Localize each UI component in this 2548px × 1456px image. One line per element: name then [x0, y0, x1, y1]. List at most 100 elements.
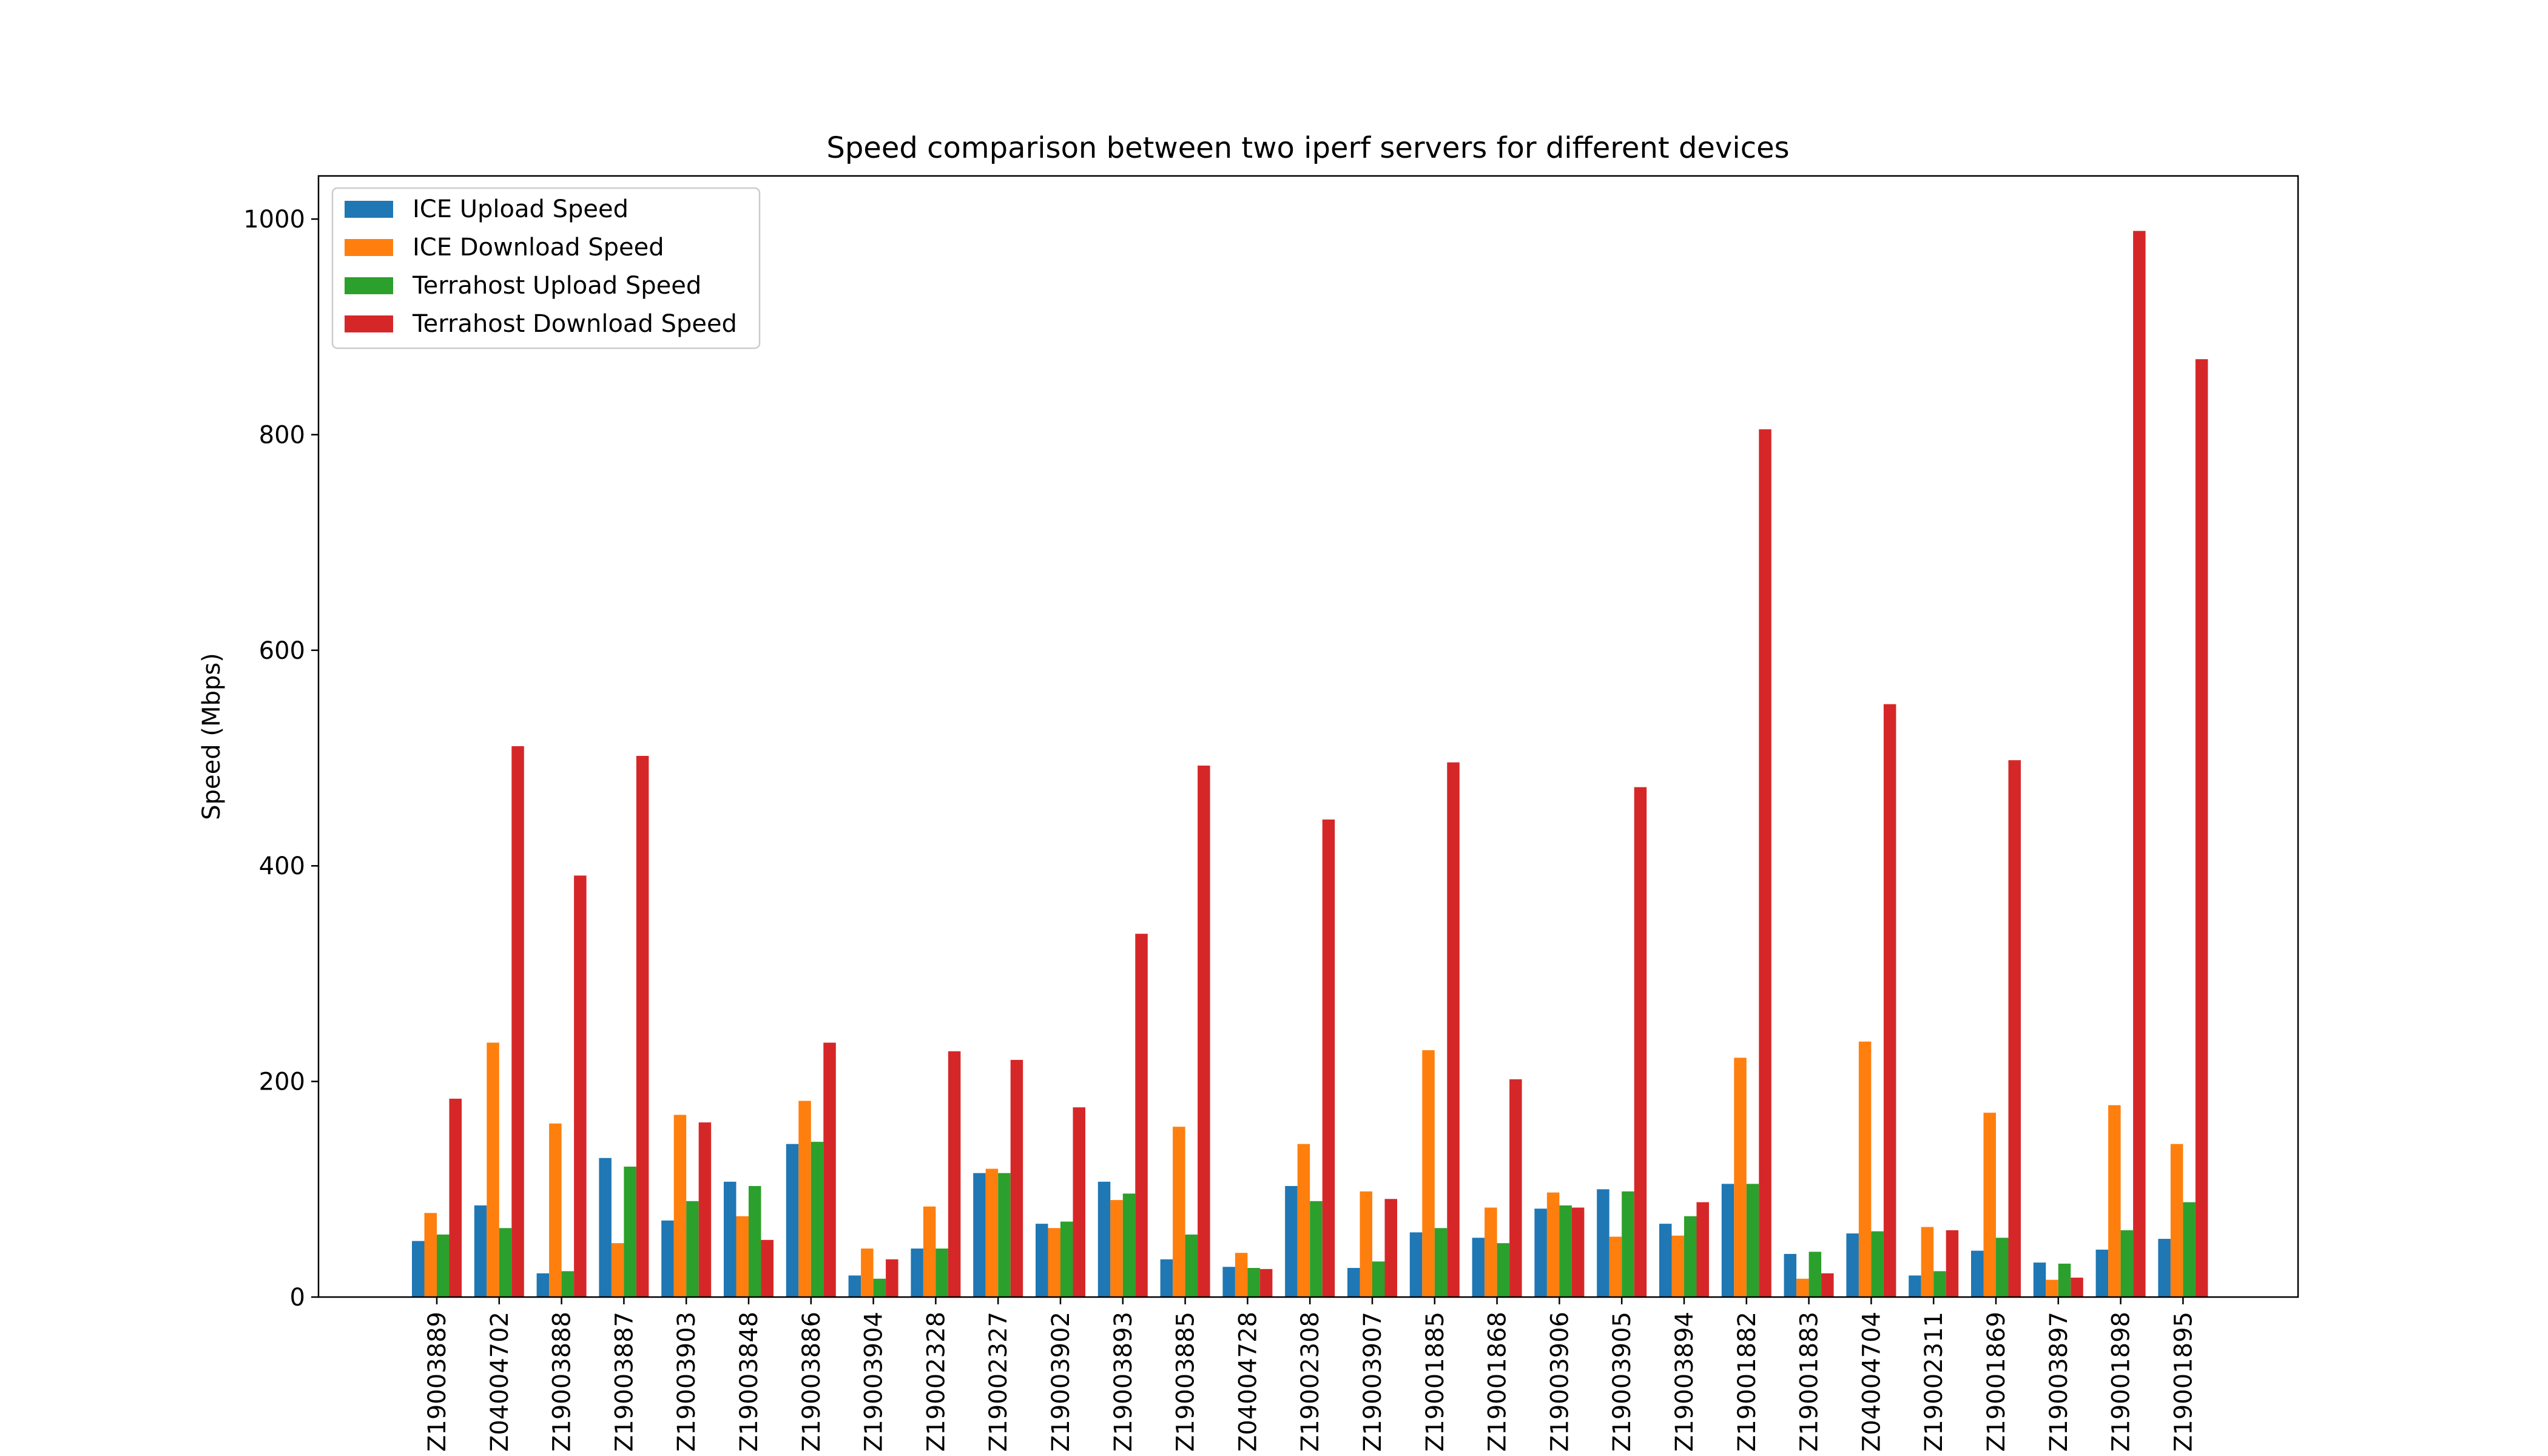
bar-ice-upload-speed-z04004702 [474, 1205, 487, 1297]
bar-ice-download-speed-z19003888 [549, 1123, 562, 1297]
x-tick-label: Z19003906 [1546, 1312, 1574, 1452]
bar-ice-upload-speed-z19003894 [1659, 1224, 1672, 1297]
y-tick-label: 600 [259, 637, 305, 665]
bar-ice-download-speed-z19003894 [1671, 1235, 1684, 1297]
x-tick-label: Z19003886 [798, 1312, 826, 1452]
bar-ice-download-speed-z19001883 [1796, 1278, 1809, 1297]
y-tick-label: 800 [259, 421, 305, 449]
bar-ice-download-speed-z19002308 [1297, 1144, 1310, 1297]
bar-ice-download-speed-z19002327 [985, 1168, 999, 1297]
bar-ice-download-speed-z19003905 [1609, 1236, 1622, 1297]
bar-ice-download-speed-z19003907 [1360, 1191, 1372, 1297]
bar-ice-download-speed-z04004702 [487, 1042, 499, 1297]
x-tick-label: Z19003885 [1172, 1312, 1200, 1452]
bar-ice-upload-speed-z19003907 [1347, 1268, 1360, 1297]
y-tick-label: 0 [290, 1284, 305, 1312]
chart-title: Speed comparison between two iperf serve… [826, 131, 1789, 165]
legend-swatch-terrahost-download-speed [345, 315, 393, 332]
bar-terrahost-download-speed-z19003887 [636, 755, 649, 1297]
legend-swatch-ice-upload-speed [345, 201, 393, 218]
bar-ice-download-speed-z19003889 [424, 1213, 437, 1297]
bars-group [412, 231, 2208, 1297]
legend-label: Terrahost Upload Speed [412, 272, 701, 300]
bar-terrahost-download-speed-z19001869 [2008, 760, 2021, 1297]
bar-ice-download-speed-z04004704 [1858, 1041, 1872, 1297]
legend-label: Terrahost Download Speed [412, 310, 737, 338]
bar-ice-upload-speed-z19003888 [536, 1273, 550, 1297]
bar-ice-download-speed-z19003906 [1546, 1192, 1560, 1297]
bar-ice-upload-speed-z19003897 [2033, 1262, 2046, 1297]
bar-ice-upload-speed-z04004728 [1222, 1267, 1235, 1297]
bar-ice-download-speed-z19002311 [1921, 1227, 1934, 1297]
bar-terrahost-download-speed-z19003888 [574, 875, 587, 1297]
bar-terrahost-upload-speed-z19001898 [2120, 1230, 2134, 1297]
bar-terrahost-upload-speed-z19003902 [1060, 1221, 1073, 1297]
legend: ICE Upload Speed ICE Download Speed Terrah… [331, 187, 761, 349]
bar-terrahost-download-speed-z19003904 [886, 1259, 898, 1297]
x-axis: Z19003889 Z04004702 Z19003888 Z19003887 Z190… [423, 1297, 2197, 1452]
bar-terrahost-upload-speed-z19003904 [873, 1278, 886, 1297]
bar-ice-download-speed-z19003897 [2046, 1279, 2058, 1297]
x-tick-label: Z19003897 [2045, 1312, 2073, 1452]
plot-frame [317, 175, 2299, 1298]
legend-swatch-ice-download-speed [345, 239, 393, 256]
bar-ice-upload-speed-z19003886 [786, 1144, 799, 1297]
legend-swatch-terrahost-upload-speed [345, 277, 393, 294]
legend-label: ICE Download Speed [413, 234, 664, 261]
bar-ice-upload-speed-z19001869 [1971, 1250, 1984, 1297]
bar-terrahost-upload-speed-z19003905 [1622, 1191, 1634, 1297]
bar-ice-upload-speed-z19001883 [1784, 1253, 1797, 1297]
x-tick-label: Z19002311 [1920, 1312, 1948, 1452]
bar-ice-download-speed-z19003848 [736, 1216, 749, 1297]
x-tick-label: Z19003904 [860, 1312, 888, 1452]
bar-terrahost-download-speed-z19002328 [948, 1051, 961, 1297]
x-tick-label: Z19001868 [1484, 1312, 1512, 1452]
x-tick-label: Z19003903 [673, 1312, 701, 1452]
bar-ice-download-speed-z19002328 [923, 1206, 936, 1297]
y-tick-label: 1000 [243, 206, 305, 234]
x-tick-label: Z04004704 [1858, 1312, 1886, 1452]
bar-terrahost-upload-speed-z19001868 [1497, 1243, 1510, 1297]
bar-terrahost-download-speed-z19002327 [1010, 1060, 1023, 1297]
x-tick-label: Z19003902 [1047, 1312, 1075, 1452]
x-tick-label: Z19003893 [1110, 1312, 1138, 1452]
bar-terrahost-download-speed-z19001895 [2195, 359, 2208, 1297]
bar-ice-upload-speed-z19003889 [412, 1241, 425, 1297]
y-axis-label: Speed (Mbps) [198, 653, 226, 820]
bar-terrahost-upload-speed-z19003888 [561, 1271, 575, 1297]
legend-box [331, 187, 761, 349]
x-tick-label: Z19003848 [735, 1312, 763, 1452]
bar-terrahost-upload-speed-z19003906 [1559, 1205, 1572, 1297]
x-tick-label: Z04004728 [1234, 1312, 1262, 1452]
bar-ice-upload-speed-z19002308 [1285, 1185, 1298, 1297]
bar-ice-download-speed-z19001898 [2108, 1105, 2121, 1297]
x-tick-label: Z19002328 [922, 1312, 950, 1452]
bar-ice-upload-speed-z19001868 [1472, 1238, 1485, 1297]
bar-ice-upload-speed-z19003905 [1597, 1189, 1609, 1297]
bar-terrahost-upload-speed-z19003907 [1372, 1261, 1385, 1297]
x-tick-label: Z19001885 [1421, 1312, 1449, 1452]
bar-terrahost-download-speed-z19003905 [1634, 787, 1647, 1297]
bar-ice-upload-speed-z19001898 [2095, 1249, 2109, 1297]
bar-terrahost-download-speed-z19002308 [1322, 819, 1335, 1297]
x-tick-label: Z19001895 [2169, 1312, 2197, 1452]
bar-ice-download-speed-z19001895 [2170, 1144, 2183, 1297]
bar-terrahost-download-speed-z19003903 [698, 1122, 712, 1297]
bar-terrahost-download-speed-z19003848 [761, 1239, 774, 1297]
legend-label: ICE Upload Speed [413, 195, 629, 223]
bar-terrahost-upload-speed-z19002327 [998, 1173, 1011, 1297]
x-tick-label: Z19003894 [1671, 1312, 1699, 1452]
bar-ice-upload-speed-z19002311 [1909, 1275, 1921, 1297]
bar-terrahost-download-speed-z19001883 [1821, 1273, 1834, 1297]
bar-terrahost-download-speed-z19002311 [1946, 1230, 1959, 1297]
bar-ice-upload-speed-z19003904 [848, 1275, 861, 1297]
bar-terrahost-download-speed-z19003885 [1198, 765, 1210, 1297]
bar-terrahost-upload-speed-z19001895 [2183, 1202, 2196, 1297]
y-axis: 0 200 400 600 800 1000 [243, 206, 318, 1312]
bar-ice-upload-speed-z19003885 [1160, 1259, 1173, 1297]
bar-terrahost-upload-speed-z19002328 [935, 1249, 948, 1297]
x-tick-label: Z19003887 [610, 1312, 638, 1452]
bar-ice-upload-speed-z19001885 [1409, 1232, 1423, 1297]
bar-ice-upload-speed-z19003902 [1036, 1224, 1048, 1297]
